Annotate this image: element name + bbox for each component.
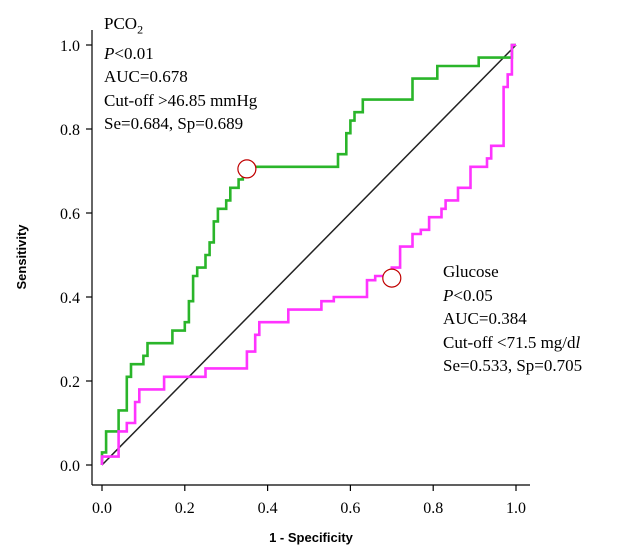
y-tick-label: 0.4	[60, 290, 80, 307]
cutoff-marker-0	[237, 159, 257, 179]
cutoff-marker-1	[382, 268, 402, 288]
y-axis-title: Sensitivity	[14, 224, 29, 290]
y-tick-label: 1.0	[60, 38, 80, 55]
plot-area	[100, 43, 517, 466]
glucose-annotation-auc: AUC=0.384	[443, 309, 527, 328]
y-tick-label: 0.2	[60, 374, 80, 391]
pco2-annotation-auc: AUC=0.678	[104, 67, 188, 87]
glucose-annotation-p: P<0.05	[443, 285, 493, 305]
glucose-annotation-name: Glucose	[443, 262, 499, 281]
pco2-annotation: PCO2 P<0.01 AUC=0.678 Cut-off >46.85 mmH…	[104, 12, 257, 136]
roc-curve-series-0	[100, 43, 516, 465]
pco2-annotation-cutoff: Cut-off >46.85 mmHg	[104, 90, 258, 110]
x-axis-title: 1 - Specificity	[269, 530, 354, 545]
roc-curve-series-1	[100, 43, 516, 465]
pco2-annotation-p: P<0.01	[104, 43, 154, 63]
x-tick-label: 0.2	[175, 500, 195, 517]
x-tick-label: 0.0	[92, 500, 112, 517]
y-tick-label: 0.8	[60, 122, 80, 139]
pco2-annotation-se-sp: Se=0.684, Sp=0.689	[104, 114, 244, 134]
glucose-annotation: Glucose P<0.05 AUC=0.384 Cut-off <71.5 m…	[443, 260, 582, 378]
axes	[91, 30, 530, 486]
x-tick-label: 0.8	[423, 500, 443, 517]
reference-diagonal-line	[101, 44, 517, 466]
x-tick-label: 1.0	[506, 500, 526, 517]
x-tick-label: 0.6	[340, 500, 360, 517]
y-tick-label: 0.6	[60, 206, 80, 223]
ticks: 0.0 0.2 0.4 0.6 0.8 1.0 0.0 0.2 0.4 0.6 0.8 1.0	[60, 38, 526, 517]
x-tick-label: 0.4	[258, 500, 278, 517]
pco2-annotation-name: PCO2	[104, 14, 144, 37]
glucose-annotation-se-sp: Se=0.533, Sp=0.705	[443, 356, 583, 375]
y-tick-label: 0.0	[60, 458, 80, 475]
glucose-annotation-cutoff: Cut-off <71.5 mg/dl	[443, 332, 581, 352]
